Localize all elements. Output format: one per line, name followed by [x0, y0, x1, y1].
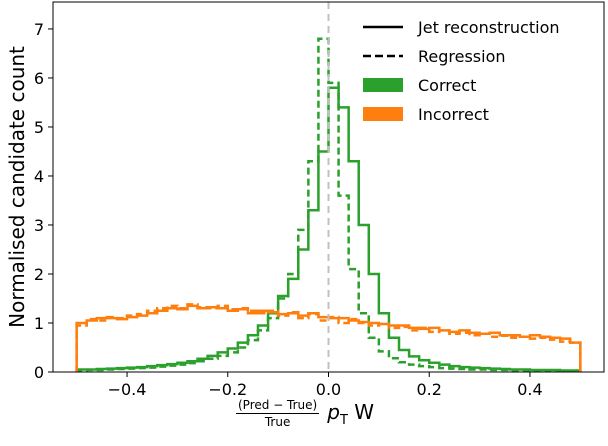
x-tick-label: 0.0 [316, 380, 341, 399]
legend-marker [363, 107, 403, 121]
x-label-numerator: (Pred − True) [236, 398, 320, 414]
ticks: −0.4 −0.2 0.0 0.2 0.4 0 1 2 3 4 5 6 7 [34, 20, 543, 399]
x-label-fraction: (Pred − True) True [236, 398, 320, 429]
x-tick-label: 0.2 [417, 380, 442, 399]
x-tick-label: −0.2 [208, 380, 247, 399]
legend-label: Correct [418, 76, 476, 95]
y-tick-label: 3 [34, 216, 44, 235]
x-label-suffix: W [354, 399, 375, 424]
legend: Jet reconstruction Regression Correct Incor… [363, 18, 560, 124]
legend-label: Jet reconstruction [417, 18, 560, 37]
series-incorrect-jet-reconstruction [75, 304, 582, 372]
series-correct-regression [75, 37, 582, 373]
x-label-denominator: True [264, 415, 291, 429]
legend-label: Incorrect [418, 105, 489, 124]
y-tick-label: 0 [34, 363, 44, 382]
y-tick-label: 4 [34, 167, 44, 186]
x-tick-label: 0.4 [517, 380, 542, 399]
y-axis-label: Normalised candidate count [5, 46, 29, 328]
y-tick-label: 5 [34, 118, 44, 137]
legend-label: Regression [418, 47, 506, 66]
x-label-symbol: p [327, 399, 340, 424]
x-label-subscript: T [339, 412, 348, 428]
y-tick-label: 1 [34, 314, 44, 333]
x-label-quantity: pT W [327, 400, 374, 428]
x-axis-label: (Pred − True) True pT W [236, 398, 374, 429]
series-incorrect-regression [75, 303, 582, 372]
y-tick-label: 2 [34, 265, 44, 284]
series-layer [75, 37, 582, 373]
x-tick-label: −0.4 [108, 380, 147, 399]
y-tick-label: 7 [34, 20, 44, 39]
legend-marker [363, 78, 403, 92]
y-tick-label: 6 [34, 69, 44, 88]
series-correct-jet-reconstruction [75, 86, 582, 372]
